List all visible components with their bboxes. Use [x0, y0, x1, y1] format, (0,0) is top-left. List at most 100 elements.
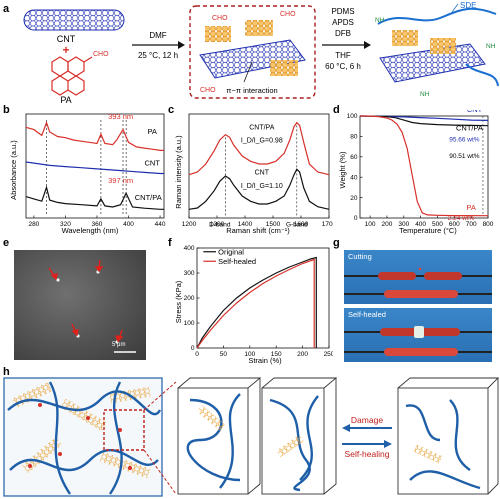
pi-stacking-box — [189, 5, 316, 99]
arrow-head-2-icon — [364, 41, 371, 49]
chart-c-xtick-label-4: 1600 — [294, 221, 309, 228]
chart-c-xtick-label-1: 1300 — [210, 221, 225, 228]
chart-c-axes-frame — [188, 113, 330, 219]
chart-tga: 100 200 300 400 500 600 700 800 0 20 40 60 80 100 CNT C… — [338, 110, 494, 235]
pa-stack-2-icon — [245, 20, 273, 36]
chart-d-series-pa — [359, 115, 489, 217]
chart-d-ytick-label-5: 100 — [347, 113, 358, 120]
step2-solvent: THF — [335, 51, 351, 60]
nh-label-1: NH — [375, 17, 385, 24]
polymer-chains-icon — [7, 381, 162, 495]
chart-f-axes-frame — [196, 247, 330, 349]
chart-d-xtick-label-0: 100 — [365, 221, 376, 228]
cube-healed-2 — [261, 377, 338, 495]
cube-healed-1 — [177, 377, 262, 495]
pa-cho-label: CHO — [93, 51, 109, 58]
chart-d-annotation-cnt-pa: 90.51 wt% — [449, 153, 480, 160]
cnt-label: CNT — [57, 34, 76, 44]
chart-d-ytick-label-3: 60 — [350, 154, 358, 161]
pa-label: PA — [60, 95, 71, 104]
chart-d-annotation-pa: 2.24 wt% — [448, 215, 475, 222]
cube-2-bundle-icon — [276, 434, 304, 458]
nh-label-2: NH — [486, 43, 496, 50]
cho-label-2: CHO — [280, 11, 296, 18]
cube-2-chains-icon — [269, 395, 319, 492]
chart-c-xtick-label-2: 1400 — [238, 221, 253, 228]
step1-solvent: DMF — [149, 31, 166, 40]
chart-d-ytick-label-0: 0 — [354, 215, 358, 222]
chart-f-ytick-label-4: 400 — [184, 245, 195, 252]
chart-b-legend-cnt-pa: CNT/PA — [135, 193, 162, 202]
chart-d-annotation-cnt: 95.66 wt% — [449, 137, 480, 144]
cube-3-chains-icon — [405, 399, 481, 490]
synthesis-scheme: CNT + CHO PA DMF 25 °C, 12 h CHO CHO CHO… — [23, 1, 499, 104]
sde-chain-1-icon — [377, 7, 497, 25]
chart-c-xtick-label-3: 1500 — [266, 221, 281, 228]
chart-d-ytick-label-4: 80 — [350, 134, 358, 141]
step1-conditions: 25 °C, 12 h — [138, 51, 178, 60]
chart-c-dband-label: D-band — [209, 222, 231, 229]
chart-f-xtick-label-4: 200 — [297, 351, 308, 358]
chart-b-xtick-label-4: 440 — [155, 221, 166, 228]
cnt-wall-icon — [199, 39, 306, 79]
sde-pointer — [451, 3, 459, 13]
chart-c-ratio-cnt-pa: I_D/I_G=0.98 — [241, 138, 283, 145]
chart-c-ratio-cnt: I_D/I_G=1.10 — [241, 183, 283, 190]
pa-stack-3-icon — [270, 60, 298, 76]
chart-c-xtick-label-5: 1700 — [322, 221, 333, 228]
photo-cutting-label: Cutting — [348, 252, 372, 261]
cube-1-chains-icon — [186, 393, 241, 489]
self-healing-label: Self-healing — [345, 449, 390, 459]
chart-d-ytick-label-2: 40 — [350, 174, 358, 181]
chart-c-xtick-label-0: 1200 — [182, 221, 197, 228]
chart-c-ylabel: Raman intensity (a.u.) — [174, 135, 183, 209]
chart-f-xtick-label-0: 0 — [195, 351, 199, 358]
photo-self-healed-label: Self-healed — [348, 310, 386, 319]
scale-bar-label: 5 μm — [112, 342, 126, 348]
chart-b-axes-frame — [25, 113, 165, 219]
chart-b-series-cnt-pa — [25, 185, 164, 210]
chart-d-legend-pa: PA — [466, 203, 475, 212]
chart-d-xtick-label-3: 400 — [415, 221, 426, 228]
panel-label-h: h — [3, 366, 10, 378]
chart-d-xtick-label-5: 600 — [449, 221, 460, 228]
chart-b-ylabel: Absorbance (a.u.) — [9, 140, 18, 200]
chart-c-xlabel: Raman shift (cm⁻¹) — [226, 226, 290, 235]
healed-wire-icon — [344, 326, 492, 356]
chart-b-annotation-393: 393 nm — [108, 112, 133, 121]
nh-label-3: NH — [420, 91, 430, 98]
chart-d-xlabel: Temperature (°C) — [399, 226, 457, 235]
chart-b-xtick-label-3: 400 — [123, 221, 134, 228]
panel-label-a: a — [3, 3, 10, 15]
pyrene-molecule-icon — [51, 56, 93, 96]
product-pa-1-icon — [392, 30, 418, 46]
chart-raman: 1200 1300 1400 1500 1600 1700 CNT/PA I_D/I_G=0.… — [174, 113, 333, 235]
chart-f-ylabel: Stress (KPa) — [174, 280, 183, 323]
chart-f-xtick-label-1: 50 — [220, 351, 228, 358]
sem-particle-1 — [56, 278, 60, 282]
cho-label-3: CHO — [200, 87, 216, 94]
panel-label-f: f — [168, 237, 172, 249]
chart-f-series-self-healed — [196, 258, 315, 349]
zoom-region-box — [103, 409, 145, 451]
pa-stack-1-icon — [205, 26, 231, 42]
sde-chain-2-icon — [465, 63, 499, 87]
crosslink-dots-icon — [28, 403, 132, 470]
chart-d-xtick-label-6: 700 — [466, 221, 477, 228]
chart-c-gband-label: G-band — [286, 222, 308, 229]
chart-b-series-cnt — [25, 161, 164, 175]
panel-label-c: c — [168, 104, 175, 116]
chart-f-series-original — [196, 256, 317, 349]
pi-pointer-line — [243, 61, 253, 83]
chart-f-xlabel: Strain (%) — [248, 356, 282, 365]
chart-f-xtick-label-2: 100 — [244, 351, 255, 358]
chart-d-xtick-label-7: 800 — [483, 221, 494, 228]
chart-d-axes-frame — [359, 115, 489, 219]
chart-f-ytick-label-3: 300 — [184, 270, 195, 277]
chart-c-series-cnt — [188, 168, 330, 210]
cut-wire-icon — [344, 267, 492, 298]
chart-b-xtick-label-2: 360 — [92, 221, 103, 228]
step2-reagent-dfb: DFB — [335, 29, 351, 38]
sde-label: SDE — [460, 1, 476, 10]
chart-d-legend-cnt-pa: CNT/PA — [456, 123, 483, 132]
